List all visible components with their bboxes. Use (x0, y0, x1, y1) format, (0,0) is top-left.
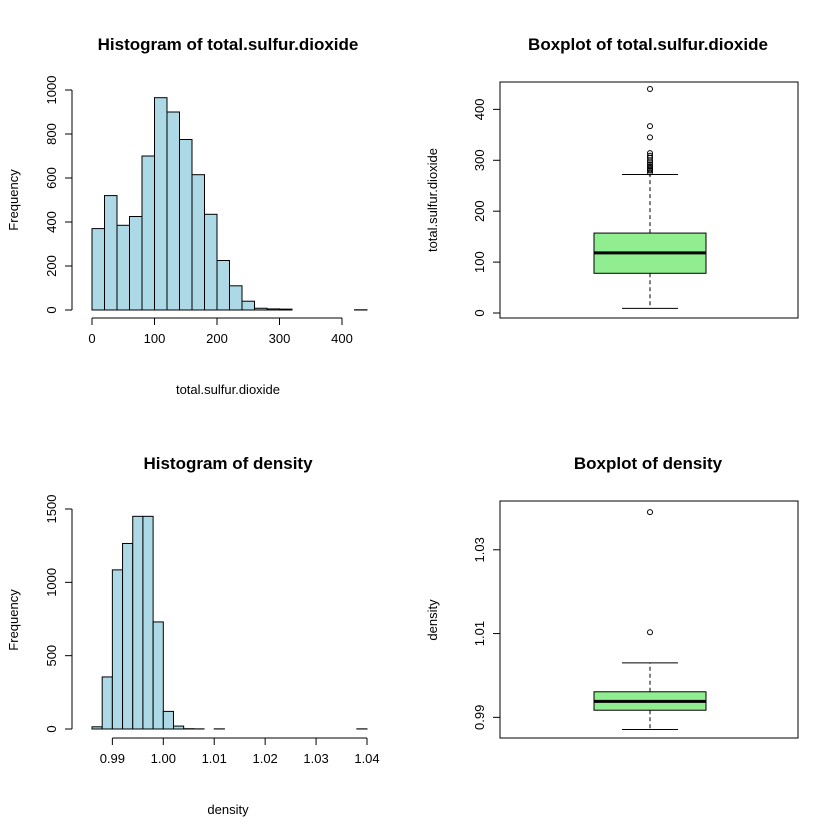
x-axis-label: density (207, 802, 249, 817)
outlier-point (647, 152, 653, 159)
chart-title: Histogram of total.sulfur.dioxide (98, 35, 359, 54)
y-tick-label: 800 (44, 123, 59, 145)
x-tick-label: 300 (269, 331, 291, 346)
axes: 0.99 1.00 1.01 1.02 1.03 1.04 0 500 1000 1500 (44, 495, 380, 766)
y-axis-label: total.sulfur.dioxide (425, 148, 440, 252)
histogram-bar (266, 308, 280, 311)
x-tick-label: 1.01 (202, 751, 227, 766)
x-tick-label: 1.02 (252, 751, 277, 766)
axes: 0 100 200 300 400 0 200 400 600 800 1000 (44, 76, 353, 346)
outlier-point (647, 134, 653, 141)
outlier-point (647, 161, 653, 168)
histogram-bar (142, 515, 154, 730)
y-tick-label: 1000 (44, 568, 59, 597)
histogram-bar (254, 307, 268, 311)
y-axis-label: Frequency (6, 589, 21, 651)
outlier-point (647, 123, 653, 130)
histogram-bar (129, 216, 143, 311)
y-tick-label: 1.03 (472, 537, 487, 562)
x-axis-label: total.sulfur.dioxide (176, 382, 280, 397)
y-tick-label: 0 (472, 309, 487, 316)
y-axis-label: density (425, 599, 440, 641)
histogram-bar (132, 515, 144, 730)
histogram-bar (166, 111, 180, 311)
outlier-point (647, 509, 653, 516)
y-tick-label: 0 (44, 725, 59, 732)
y-tick-label: 400 (44, 211, 59, 233)
histogram-bar (229, 285, 243, 311)
y-axis-label: Frequency (6, 169, 21, 231)
boxplot (593, 509, 707, 730)
x-tick-label: 100 (144, 331, 166, 346)
histogram-bar (204, 213, 218, 311)
histogram-bar (279, 308, 293, 311)
chart-title: Boxplot of density (574, 454, 723, 473)
y-tick-label: 1500 (44, 495, 59, 524)
y-tick-label: 0.99 (472, 705, 487, 730)
outlier-point (647, 163, 653, 170)
histogram-bar (116, 224, 130, 311)
histogram-bars (91, 97, 368, 311)
panel-boxplot-density: Boxplot of density density 0.99 1.01 1.03 (425, 454, 799, 739)
axes: 0 100 200 300 400 (472, 81, 799, 319)
outlier-point (647, 86, 653, 92)
y-tick-label: 500 (44, 645, 59, 667)
histogram-bar (191, 174, 205, 311)
x-tick-label: 0.99 (100, 751, 125, 766)
histogram-bar (241, 300, 255, 311)
panel-histogram-total-sulfur-dioxide: Histogram of total.sulfur.dioxide total.… (6, 35, 368, 397)
boxplot (593, 86, 707, 309)
y-tick-label: 1.01 (472, 621, 487, 646)
histogram-bar (111, 569, 124, 730)
y-tick-label: 200 (472, 200, 487, 222)
y-tick-label: 1000 (44, 76, 59, 105)
histogram-bar (104, 195, 118, 311)
histogram-bars (91, 515, 368, 730)
outlier-point (647, 629, 653, 636)
histogram-bar (91, 726, 103, 730)
histogram-bar (152, 621, 164, 730)
chart-title: Boxplot of total.sulfur.dioxide (528, 35, 768, 54)
axes: 0.99 1.01 1.03 (472, 500, 799, 739)
y-tick-label: 0 (44, 306, 59, 313)
x-tick-label: 1.04 (354, 751, 379, 766)
outlier-point (647, 150, 653, 157)
histogram-bar (216, 260, 230, 311)
x-tick-label: 0 (88, 331, 95, 346)
histogram-bar (122, 542, 134, 730)
histogram-bar (162, 710, 174, 730)
y-tick-label: 400 (472, 99, 487, 121)
histogram-bar (179, 139, 193, 311)
y-tick-label: 300 (472, 149, 487, 171)
chart-title: Histogram of density (143, 454, 313, 473)
histogram-bar (141, 155, 155, 311)
histogram-bar (101, 676, 113, 730)
panel-histogram-density: Histogram of density density Frequency 0… (6, 454, 380, 817)
x-tick-label: 400 (331, 331, 353, 346)
x-tick-label: 1.03 (303, 751, 328, 766)
histogram-bar (154, 97, 168, 311)
y-tick-label: 200 (44, 255, 59, 277)
y-tick-label: 100 (472, 251, 487, 273)
histogram-bar (172, 725, 185, 730)
panel-boxplot-total-sulfur-dioxide: Boxplot of total.sulfur.dioxide total.su… (425, 35, 799, 319)
y-tick-label: 600 (44, 167, 59, 189)
x-tick-label: 1.00 (151, 751, 176, 766)
histogram-bar (91, 228, 105, 311)
x-tick-label: 200 (206, 331, 228, 346)
